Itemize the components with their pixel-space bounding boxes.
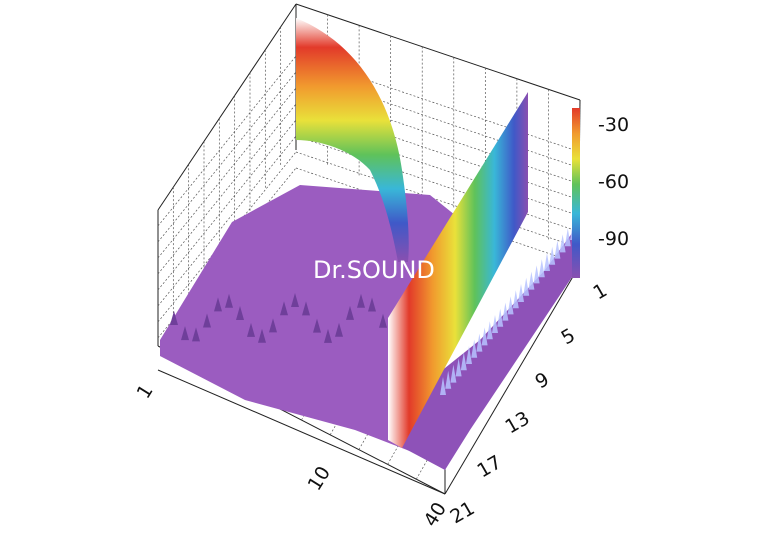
noise-spike [554, 240, 561, 259]
noise-spike [486, 321, 493, 340]
y-tick-label: 1 [590, 279, 611, 304]
noise-spike [538, 259, 545, 278]
noise-spike [549, 246, 556, 265]
z-tick-label: -30 [598, 114, 629, 136]
noise-spike [445, 370, 452, 389]
noise-spike [481, 327, 488, 346]
noise-spike [528, 271, 535, 290]
y-tick-label: 5 [558, 324, 579, 349]
noise-spike [518, 284, 524, 302]
y-tick-label: 21 [447, 497, 479, 528]
z-tick-label: -90 [598, 228, 629, 250]
noise-spike [564, 228, 571, 247]
noise-spike [476, 333, 483, 352]
x-tick-label: 1 [133, 381, 158, 403]
noise-spike [440, 377, 446, 395]
harmonic-sweep-band [296, 18, 409, 262]
noise-spike [492, 315, 498, 333]
x-tick-label: 40 [420, 498, 451, 530]
noise-spike [450, 364, 457, 383]
noise-spike [368, 297, 376, 312]
noise-spike [460, 352, 467, 371]
noise-spike [170, 311, 178, 325]
y-tick-label: 17 [474, 451, 506, 482]
noise-spike [346, 305, 354, 320]
noise-spike [313, 318, 321, 333]
noise-spike [507, 296, 514, 315]
noise-spike [502, 302, 509, 321]
y-tick-label: 9 [532, 368, 553, 393]
noise-spike [280, 301, 288, 316]
noise-spike [335, 322, 343, 337]
noise-floor [160, 185, 455, 470]
noise-spike [455, 358, 462, 377]
spectrum-surface [160, 18, 578, 470]
noise-spike [357, 293, 365, 308]
fundamental-ridge-band [388, 92, 528, 448]
noise-spike [324, 328, 332, 343]
noise-spike [379, 313, 387, 328]
noise-spike [258, 328, 266, 343]
watermark-text: Dr.SOUND [313, 256, 435, 284]
noise-spike [497, 308, 504, 327]
noise-spike [203, 313, 211, 328]
x-tick-label: 10 [304, 462, 335, 494]
noise-spike [512, 290, 519, 309]
noise-spike [236, 305, 244, 320]
noise-spike [181, 326, 189, 341]
noise-spike [214, 297, 222, 312]
noise-spike [559, 234, 566, 253]
noise-spike [269, 318, 277, 333]
noise-spike [523, 277, 530, 296]
noise-spike [533, 265, 540, 284]
noise-spike [466, 346, 472, 364]
colorbar [572, 108, 580, 278]
z-tick-label: -60 [598, 171, 629, 193]
noise-spike [192, 327, 200, 342]
noise-spike [247, 322, 255, 337]
noise-spike [291, 293, 299, 308]
y-tick-label: 13 [502, 407, 534, 438]
noise-spike [225, 293, 233, 308]
noise-spike [302, 301, 310, 316]
noise-spike [471, 339, 478, 358]
noise-spike [544, 253, 550, 271]
